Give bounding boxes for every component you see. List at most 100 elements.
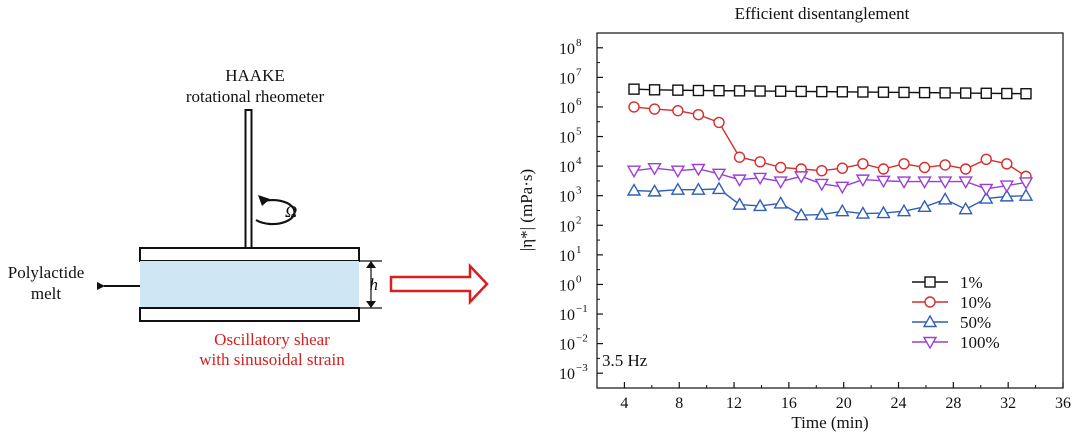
- y-tick-exponent: 2: [576, 214, 582, 226]
- x-tick-label: 8: [675, 395, 683, 412]
- data-point: [959, 87, 972, 99]
- data-point: [692, 108, 705, 121]
- data-point: [733, 151, 746, 163]
- data-point: [857, 86, 869, 98]
- data-point: [754, 156, 766, 168]
- data-point: [732, 197, 747, 210]
- data-point: [648, 84, 661, 96]
- y-tick-label: 10: [559, 100, 575, 117]
- series-3: [626, 163, 1034, 197]
- data-point: [999, 180, 1015, 193]
- x-tick-label: 32: [1000, 395, 1016, 412]
- y-tick-label: 10: [559, 41, 575, 58]
- y-tick-label: 10: [559, 130, 575, 147]
- data-point: [1001, 87, 1013, 100]
- y-tick-exponent: 3: [576, 185, 582, 197]
- data-point: [711, 181, 727, 195]
- data-point: [774, 161, 787, 174]
- data-point: [918, 161, 931, 174]
- chart-title: Efficient disentanglement: [735, 4, 910, 23]
- rotation-symbol: Ω: [285, 202, 297, 221]
- x-tick-label: 16: [781, 395, 797, 412]
- legend-label: 10%: [960, 293, 991, 312]
- gap-dimension: [360, 260, 382, 309]
- data-point: [855, 174, 871, 188]
- legend-label: 100%: [960, 333, 1000, 352]
- y-tick-label: 10: [559, 307, 575, 324]
- y-tick-exponent: 8: [576, 37, 582, 49]
- data-point: [670, 165, 686, 179]
- data-point: [733, 85, 746, 97]
- data-point: [1020, 88, 1032, 100]
- rheometer-diagram: HAAKE rotational rheometer Ω h Polylacti…: [8, 66, 489, 369]
- data-point: [1018, 188, 1034, 201]
- polylactide-melt-layer: [140, 261, 359, 308]
- data-point: [628, 83, 640, 95]
- transition-arrow-icon: [389, 262, 489, 306]
- y-tick-exponent: −2: [576, 333, 588, 345]
- data-point: [999, 188, 1015, 202]
- x-tick-label: 24: [891, 395, 907, 412]
- data-point: [773, 195, 788, 209]
- y-tick-label: 10: [559, 337, 575, 354]
- data-point: [980, 87, 992, 99]
- legend-marker: [922, 336, 938, 350]
- data-point: [835, 203, 850, 217]
- instrument-title-line1: HAAKE: [225, 66, 285, 85]
- gap-symbol: h: [370, 275, 379, 294]
- data-point: [959, 163, 972, 175]
- y-tick-label: 10: [559, 159, 575, 176]
- data-point: [691, 182, 706, 195]
- data-point: [958, 176, 973, 190]
- data-point: [672, 104, 684, 117]
- top-plate: [139, 247, 360, 262]
- data-point: [836, 86, 849, 98]
- x-axis-label: Time (min): [791, 413, 868, 432]
- data-point: [1001, 158, 1013, 170]
- x-tick-label: 28: [945, 395, 961, 412]
- melt-label-line2: melt: [31, 284, 61, 303]
- data-point: [896, 176, 912, 190]
- data-point: [979, 191, 994, 204]
- y-tick-label: 10: [559, 218, 575, 235]
- data-point: [1018, 177, 1034, 190]
- data-point: [774, 85, 787, 97]
- y-tick-exponent: 0: [576, 273, 582, 285]
- x-tick-label: 20: [836, 395, 852, 412]
- melt-label-line1: Polylactide: [8, 263, 84, 282]
- legend: 1%10%50%100%: [912, 273, 1000, 352]
- data-point: [672, 84, 684, 96]
- data-point: [918, 86, 931, 99]
- data-point: [647, 163, 662, 176]
- rheometer-shaft: [244, 109, 253, 249]
- data-point: [794, 171, 809, 184]
- data-point: [958, 201, 973, 215]
- data-point: [647, 183, 662, 197]
- y-tick-label: 10: [559, 70, 575, 87]
- legend-marker: [924, 276, 936, 288]
- data-point: [713, 116, 725, 129]
- instrument-title-line2: rotational rheometer: [186, 87, 325, 106]
- data-point: [626, 165, 642, 179]
- y-tick-exponent: 6: [576, 96, 582, 108]
- data-point: [979, 183, 994, 197]
- legend-label: 1%: [960, 273, 983, 292]
- legend-marker: [924, 296, 936, 308]
- data-point: [814, 207, 829, 220]
- y-tick-exponent: 4: [576, 155, 582, 167]
- y-tick-exponent: 5: [576, 126, 582, 138]
- data-point: [857, 158, 869, 170]
- y-tick-label: 10: [559, 277, 575, 294]
- y-tick-exponent: 1: [576, 244, 582, 256]
- data-point: [691, 163, 706, 177]
- data-point: [937, 176, 953, 190]
- y-tick-exponent: −1: [576, 303, 588, 315]
- y-tick-label: 10: [559, 248, 575, 265]
- data-point: [692, 84, 705, 97]
- shear-label-line2: with sinusoidal strain: [199, 350, 345, 369]
- x-tick-label: 4: [620, 395, 628, 412]
- data-point: [898, 86, 910, 99]
- data-point: [855, 206, 871, 219]
- data-point: [752, 198, 768, 212]
